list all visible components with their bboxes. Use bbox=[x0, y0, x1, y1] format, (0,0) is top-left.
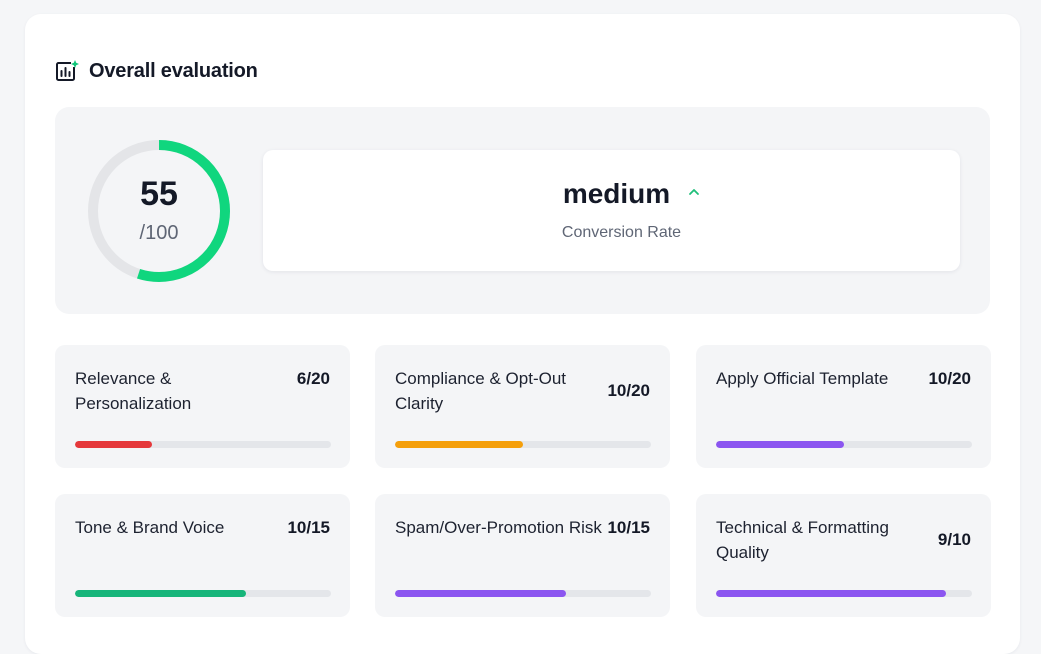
metric-name: Relevance & Personalization bbox=[75, 369, 192, 413]
overall-score-value: 55 bbox=[140, 175, 178, 213]
metric-progress-track bbox=[395, 441, 651, 448]
gauge-progress-arc bbox=[88, 140, 230, 282]
metric-card-technical-formatting: Technical & Formatting Quality 9/10 bbox=[696, 494, 991, 617]
metrics-grid: Relevance & Personalization 6/20 Complia… bbox=[55, 345, 991, 617]
metric-progress-track bbox=[75, 441, 331, 448]
metric-progress-fill bbox=[395, 441, 523, 448]
metric-progress-fill bbox=[75, 590, 246, 597]
metric-progress-fill bbox=[716, 441, 844, 448]
metric-progress-fill bbox=[395, 590, 566, 597]
card-header: Overall evaluation bbox=[55, 58, 258, 84]
metric-progress-track bbox=[716, 590, 972, 597]
card-title: Overall evaluation bbox=[89, 59, 258, 82]
metric-card-apply-official-template: Apply Official Template 10/20 bbox=[696, 345, 991, 468]
metric-card-spam-over-promotion: Spam/Over-Promotion Risk 10/15 bbox=[375, 494, 670, 617]
conversion-rate-box: medium Conversion Rate bbox=[263, 150, 960, 271]
metric-score: 10/20 bbox=[928, 369, 971, 388]
metric-card-compliance-opt-out: Compliance & Opt-Out Clarity 10/20 bbox=[375, 345, 670, 468]
metric-score: 10/15 bbox=[607, 518, 650, 537]
metric-name: Spam/Over-Promotion Risk bbox=[395, 518, 602, 537]
metric-score: 9/10 bbox=[937, 530, 971, 549]
chevron-up-icon bbox=[689, 189, 700, 195]
metric-name: Technical & Formatting Quality bbox=[716, 518, 889, 562]
metric-progress-fill bbox=[75, 441, 152, 448]
overall-score-gauge: 55 /100 bbox=[85, 137, 233, 285]
chart-sparkle-icon bbox=[56, 59, 79, 81]
overall-evaluation-card: Overall evaluation 55 /100 medium Conver… bbox=[25, 14, 1020, 654]
metric-score: 10/15 bbox=[287, 518, 330, 537]
metric-progress-track bbox=[75, 590, 331, 597]
conversion-rate-label: Conversion Rate bbox=[561, 224, 682, 241]
metric-name: Tone & Brand Voice bbox=[75, 518, 225, 537]
metric-progress-track bbox=[716, 441, 972, 448]
metric-name: Apply Official Template bbox=[716, 369, 889, 388]
metric-score: 10/20 bbox=[607, 381, 650, 400]
metric-progress-track bbox=[395, 590, 651, 597]
metric-progress-fill bbox=[716, 590, 947, 597]
score-summary-panel: 55 /100 medium Conversion Rate bbox=[55, 107, 990, 314]
metric-card-relevance-personalization: Relevance & Personalization 6/20 bbox=[55, 345, 350, 468]
overall-score-max: /100 bbox=[139, 222, 179, 244]
metric-score: 6/20 bbox=[296, 369, 330, 388]
metric-name: Compliance & Opt-Out Clarity bbox=[395, 369, 567, 413]
metric-card-tone-brand-voice: Tone & Brand Voice 10/15 bbox=[55, 494, 350, 617]
conversion-rate-value: medium bbox=[562, 178, 671, 209]
